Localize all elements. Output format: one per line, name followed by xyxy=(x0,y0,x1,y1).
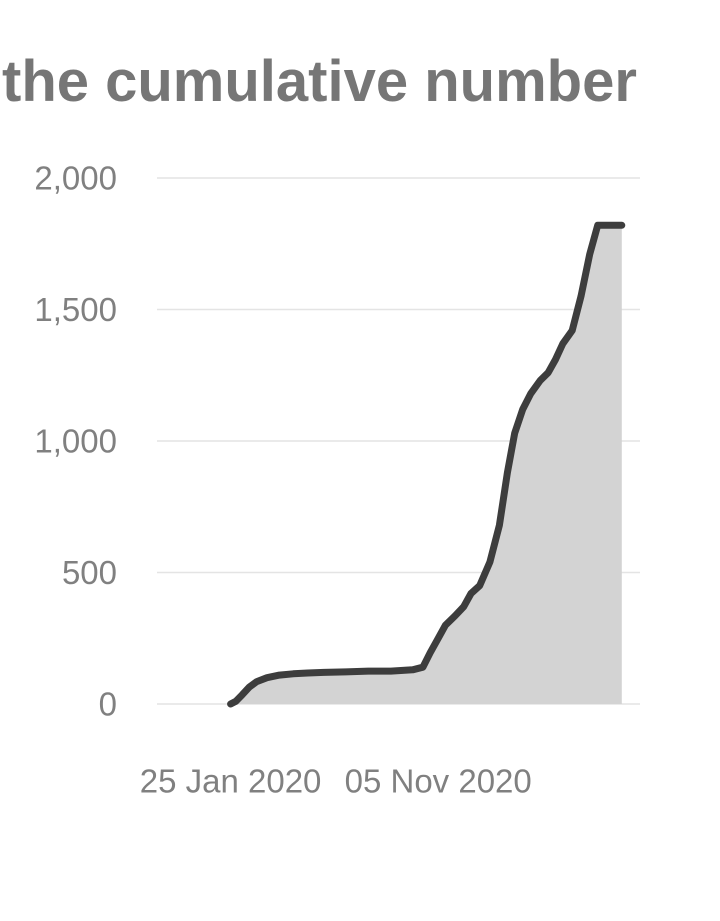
chart-title: the cumulative number xyxy=(2,49,637,114)
x-axis-tick-labels: 25 Jan 2020 05 Nov 2020 xyxy=(140,763,532,800)
y-tick-label: 1,000 xyxy=(34,423,117,460)
series-line xyxy=(227,221,626,708)
y-tick-label: 0 xyxy=(99,686,117,723)
x-tick-label: 25 Jan 2020 xyxy=(140,763,322,800)
area-series xyxy=(227,221,626,708)
y-axis-tick-labels: 0 500 1,000 1,500 2,000 xyxy=(34,160,117,723)
y-tick-label: 500 xyxy=(62,554,117,591)
y-tick-label: 2,000 xyxy=(34,160,117,197)
area-fill xyxy=(230,225,622,705)
x-tick-label: 05 Nov 2020 xyxy=(345,763,532,800)
y-tick-label: 1,500 xyxy=(34,291,117,328)
